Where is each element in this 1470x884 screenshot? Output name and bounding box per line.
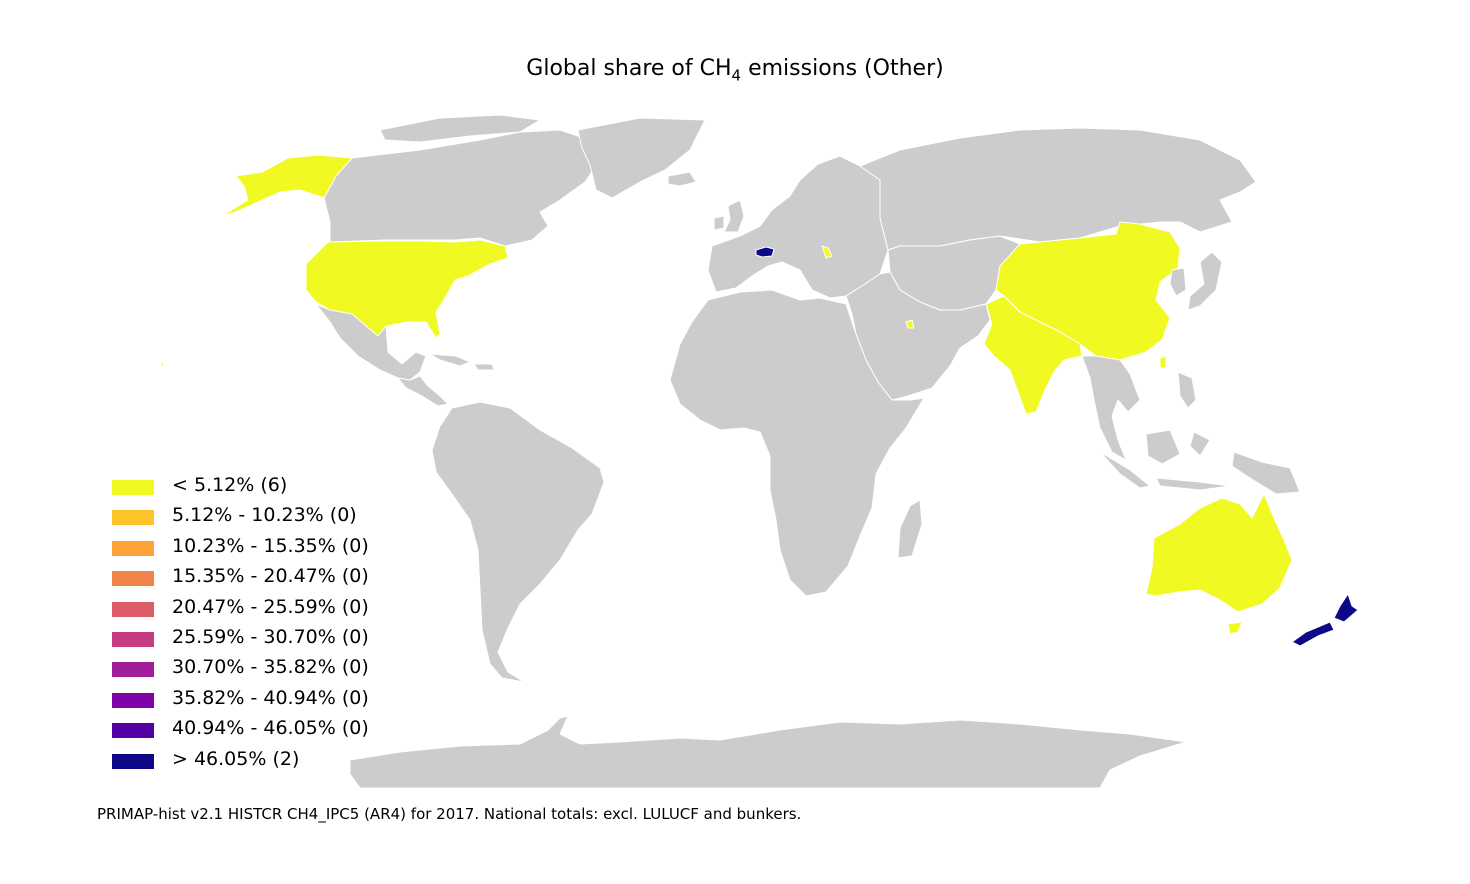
legend-swatch [112, 662, 154, 678]
legend-label: 20.47% - 25.59% (0) [172, 595, 369, 618]
legend-swatch [112, 540, 154, 556]
arctic-islands [379, 114, 541, 143]
country-new-zealand-north [1333, 593, 1359, 623]
country-philippines [1177, 371, 1197, 409]
legend-label: 10.23% - 15.35% (0) [172, 534, 369, 557]
indonesia [1099, 429, 1301, 495]
legend-swatch [112, 631, 154, 647]
title-prefix: Global share of CH [526, 56, 732, 81]
southeast-asia [1081, 355, 1141, 461]
legend-label: 25.59% - 30.70% (0) [172, 625, 369, 648]
country-madagascar [897, 499, 923, 559]
map-title: Global share of CH4 emissions (Other) [0, 56, 1470, 84]
country-japan [1187, 251, 1223, 311]
country-moldova [821, 245, 833, 259]
legend-swatch [112, 601, 154, 617]
title-suffix: emissions (Other) [741, 56, 944, 81]
legend-label: 35.82% - 40.94% (0) [172, 686, 369, 709]
legend-label: > 46.05% (2) [172, 747, 300, 770]
legend-label: < 5.12% (6) [172, 474, 288, 496]
south-america [431, 401, 605, 683]
legend-swatch [112, 571, 154, 587]
country-korea [1169, 267, 1187, 297]
country-uk [723, 199, 745, 233]
legend-swatch [112, 510, 154, 526]
country-taiwan [1159, 355, 1167, 369]
africa [669, 289, 925, 597]
antarctica [349, 715, 1187, 789]
country-australia [1145, 493, 1293, 613]
caribbean-islands [429, 353, 495, 371]
legend-label: 15.35% - 20.47% (0) [172, 565, 369, 588]
country-new-zealand-south [1291, 621, 1335, 647]
country-canada [323, 129, 601, 247]
country-qatar [905, 319, 915, 329]
legend-swatch [112, 753, 154, 769]
country-india [983, 295, 1083, 415]
country-russia [859, 127, 1257, 251]
country-switzerland [755, 246, 775, 258]
central-america [397, 375, 449, 407]
country-greenland [577, 117, 706, 199]
country-mexico [315, 303, 427, 381]
country-iceland [667, 171, 697, 187]
country-australia-tasmania [1227, 621, 1243, 635]
source-footnote: PRIMAP-hist v2.1 HISTCR CH4_IPC5 (AR4) f… [97, 805, 802, 823]
country-ireland [713, 215, 725, 231]
country-usa [305, 239, 509, 339]
title-subscript: 4 [731, 66, 742, 85]
legend-swatch [112, 723, 154, 739]
legend-label: 30.70% - 35.82% (0) [172, 656, 369, 679]
country-usa-alaska [221, 154, 353, 217]
legend-label: 5.12% - 10.23% (0) [172, 504, 357, 527]
legend-swatch [112, 480, 154, 495]
legend-swatch [112, 692, 154, 708]
legend-label: 40.94% - 46.05% (0) [172, 717, 369, 740]
country-usa-hawaii [159, 361, 165, 369]
